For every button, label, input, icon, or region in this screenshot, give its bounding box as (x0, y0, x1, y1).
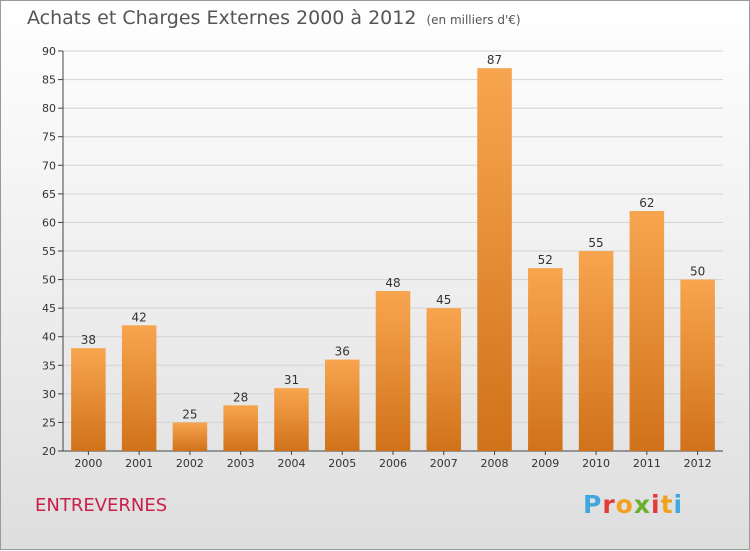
value-label-2003: 28 (233, 390, 248, 404)
logo-letter: t (660, 490, 674, 519)
bar-2010 (578, 251, 614, 451)
x-tick-label-2006: 2006 (379, 457, 407, 470)
y-tick-label: 75 (42, 131, 56, 144)
bar-2006 (375, 291, 411, 451)
y-tick-label: 35 (42, 359, 56, 372)
y-tick-label: 70 (42, 159, 56, 172)
value-label-2011: 62 (639, 196, 654, 210)
logo-letter: i (651, 490, 661, 519)
x-tick-label-2011: 2011 (633, 457, 661, 470)
value-label-2010: 55 (588, 236, 603, 250)
x-tick-label-2008: 2008 (481, 457, 509, 470)
chart-subtitle: (en milliers d'€) (426, 13, 521, 27)
value-label-2008: 87 (487, 53, 502, 67)
y-tick-label: 20 (42, 445, 56, 458)
chart-title-text: Achats et Charges Externes 2000 à 2012 (27, 7, 417, 29)
value-label-2002: 25 (182, 407, 197, 421)
bar-2000 (71, 348, 106, 451)
y-tick-label: 60 (42, 216, 56, 229)
y-tick-label: 55 (42, 245, 56, 258)
logo-letter: o (615, 490, 634, 519)
commune-name: ENTREVERNES (35, 495, 168, 516)
value-label-2001: 42 (132, 310, 147, 324)
bar-2003 (223, 405, 258, 451)
logo-letter: i (673, 490, 684, 519)
value-label-2007: 45 (436, 293, 451, 307)
logo-letter: r (602, 490, 616, 519)
x-tick-label-2005: 2005 (328, 457, 356, 470)
x-tick-label-2001: 2001 (125, 457, 153, 470)
x-tick-label-2010: 2010 (582, 457, 610, 470)
bar-2008 (477, 68, 512, 452)
value-label-2004: 31 (284, 373, 299, 387)
bar-2011 (629, 211, 665, 451)
y-tick-label: 40 (42, 331, 56, 344)
y-tick-label: 65 (42, 188, 56, 201)
bar-2009 (528, 268, 563, 451)
bar-2002 (172, 422, 208, 451)
bar-2001 (121, 325, 157, 451)
proxiti-logo: Proxiti (583, 490, 683, 519)
x-tick-label-2000: 2000 (74, 457, 102, 470)
bar-2012 (680, 279, 715, 451)
y-tick-label: 30 (42, 388, 56, 401)
value-label-2000: 38 (81, 333, 96, 347)
x-tick-label-2002: 2002 (176, 457, 204, 470)
value-label-2006: 48 (385, 276, 400, 290)
value-label-2009: 52 (538, 253, 553, 267)
x-tick-label-2009: 2009 (531, 457, 559, 470)
y-tick-label: 90 (42, 45, 56, 58)
x-tick-label-2012: 2012 (684, 457, 712, 470)
value-label-2005: 36 (335, 345, 350, 359)
logo-letter: P (583, 490, 603, 519)
bar-2005 (324, 359, 360, 451)
y-tick-label: 85 (42, 74, 56, 87)
bar-2007 (426, 308, 462, 451)
x-tick-label-2004: 2004 (277, 457, 305, 470)
labels: 20 25 30 35 40 45 50 55 60 65 70 75 80 85 90 2000 38 2001… (42, 45, 712, 470)
y-tick-label: 45 (42, 302, 56, 315)
bar-2004 (274, 388, 309, 451)
chart-title: Achats et Charges Externes 2000 à 2012 (e… (27, 7, 521, 29)
logo-letter: x (633, 490, 651, 519)
y-tick-label: 50 (42, 274, 56, 287)
y-tick-label: 80 (42, 102, 56, 115)
bars (71, 68, 715, 452)
y-tick-label: 25 (42, 416, 56, 429)
x-tick-label-2003: 2003 (227, 457, 255, 470)
value-label-2012: 50 (690, 265, 705, 279)
x-tick-label-2007: 2007 (430, 457, 458, 470)
